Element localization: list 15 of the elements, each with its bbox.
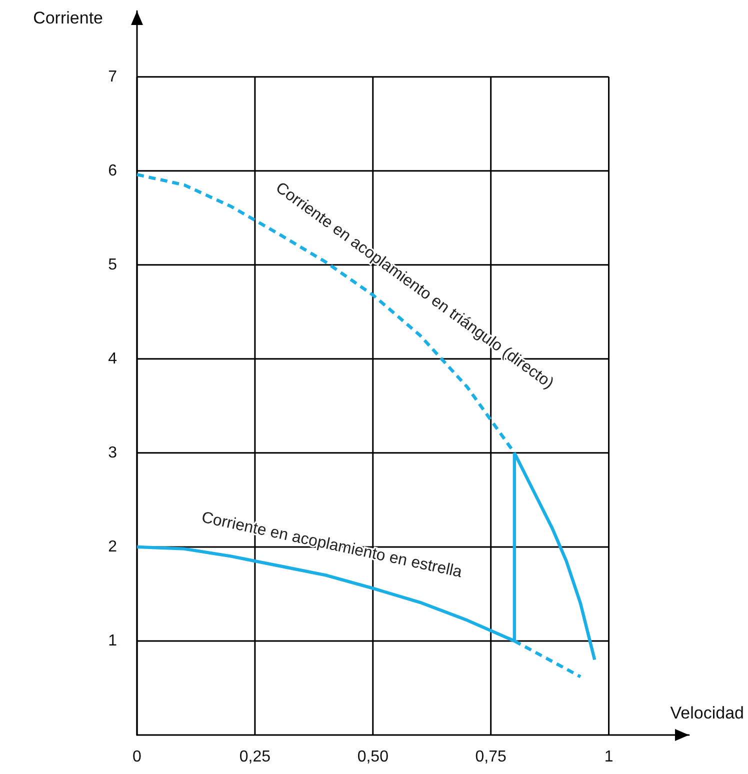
annotation: Corriente en acoplamiento en estrella <box>200 509 464 582</box>
y-tick-label: 3 <box>108 444 118 462</box>
x-tick-label: 0 <box>132 748 142 766</box>
y-tick-label: 7 <box>108 68 118 86</box>
x-tick-label: 1 <box>604 748 614 766</box>
x-tick-label: 0,25 <box>239 748 271 766</box>
y-axis-title: Corriente <box>33 8 103 28</box>
x-tick-label: 0,75 <box>475 748 507 766</box>
y-tick-label: 2 <box>108 538 118 556</box>
y-tick-label: 1 <box>108 632 118 650</box>
x-axis-title: Velocidad <box>670 704 744 722</box>
y-tick-label: 5 <box>108 256 118 274</box>
y-tick-label: 6 <box>108 162 118 180</box>
x-tick-label: 0,50 <box>357 748 389 766</box>
y-tick-label: 4 <box>108 350 118 368</box>
